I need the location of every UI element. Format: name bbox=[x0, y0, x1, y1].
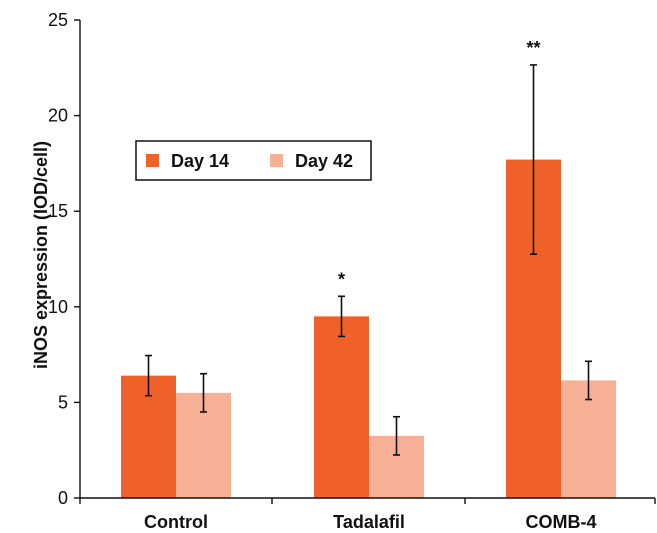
legend-label-day-14: Day 14 bbox=[171, 151, 229, 171]
legend-swatch-day-42 bbox=[270, 154, 283, 167]
y-tick-label-0: 0 bbox=[58, 488, 68, 508]
legend-swatch-day-14 bbox=[146, 154, 159, 167]
x-tick-label-comb-4: COMB-4 bbox=[526, 512, 597, 532]
y-tick-label-15: 15 bbox=[48, 201, 68, 221]
bars-group bbox=[121, 159, 616, 499]
y-axis-title: iNOS expression (IOD/cell) bbox=[31, 141, 51, 369]
x-tick-label-tadalafil: Tadalafil bbox=[333, 512, 405, 532]
x-labels-group: Control Tadalafil COMB-4 bbox=[79, 498, 656, 532]
y-tick-label-5: 5 bbox=[58, 392, 68, 412]
axes-group bbox=[79, 20, 655, 499]
significance-marker-tadalafil: * bbox=[338, 269, 345, 289]
annotations-group: *** bbox=[338, 38, 541, 289]
y-ticks-group: 0 5 10 15 20 25 bbox=[48, 10, 80, 508]
x-tick-label-control: Control bbox=[144, 512, 208, 532]
legend-label-day-42: Day 42 bbox=[295, 151, 353, 171]
y-tick-label-10: 10 bbox=[48, 297, 68, 317]
error-bars-group bbox=[145, 64, 592, 456]
y-tick-label-20: 20 bbox=[48, 106, 68, 126]
legend-box bbox=[135, 140, 372, 181]
significance-marker-comb-4: ** bbox=[526, 38, 540, 58]
bar-day-14-tadalafil bbox=[314, 316, 369, 498]
legend: Day 14 Day 42 bbox=[135, 140, 372, 181]
y-tick-label-25: 25 bbox=[48, 10, 68, 30]
